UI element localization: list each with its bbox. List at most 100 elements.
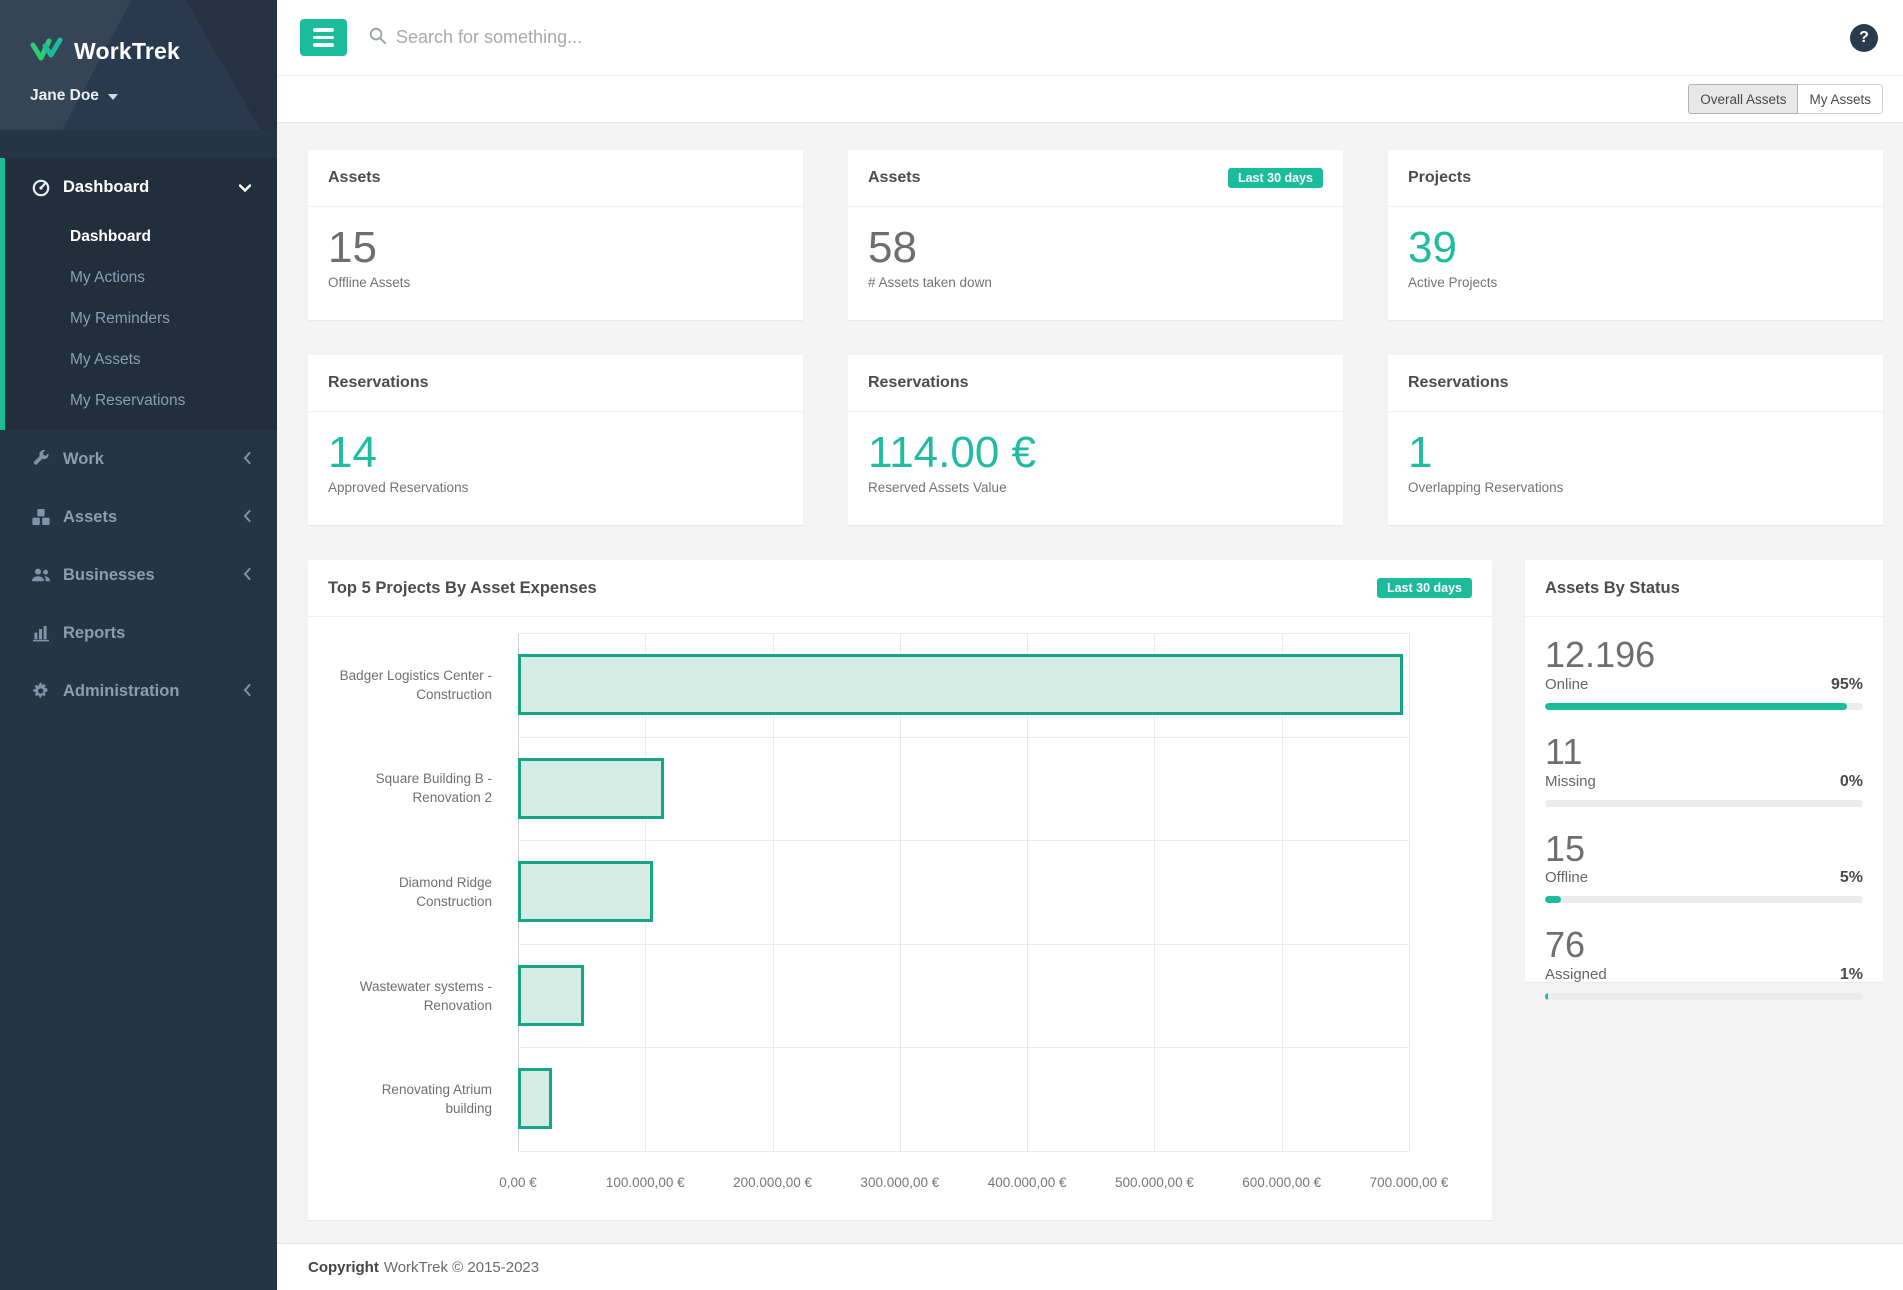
stat-card-reserved-assets-value: Reservations 114.00 € Reserved Assets Val…: [848, 355, 1343, 525]
sidebar-item-work[interactable]: Work: [0, 430, 277, 488]
sidebar-item-businesses[interactable]: Businesses: [0, 546, 277, 604]
sidebar-sub-label: My Assets: [70, 350, 141, 368]
sidebar-item-my-actions[interactable]: My Actions: [5, 257, 277, 298]
brand-area: WorkTrek Jane Doe: [0, 0, 277, 130]
sidebar-item-label: Businesses: [63, 565, 155, 584]
my-assets-button[interactable]: My Assets: [1797, 84, 1883, 114]
gridline: [899, 633, 901, 1151]
sidebar-toggle-button[interactable]: [300, 19, 347, 56]
card-title: Reservations: [1408, 374, 1509, 391]
search-input[interactable]: [396, 27, 1036, 48]
status-count: 11: [1545, 730, 1583, 772]
worktrek-logo-icon: [30, 36, 64, 67]
sidebar-item-label: Administration: [63, 681, 180, 700]
status-label: Online: [1545, 675, 1589, 693]
x-axis-tick-label: 300.000,00 €: [860, 1175, 940, 1190]
sidebar-item-dashboard-sub[interactable]: Dashboard: [5, 216, 277, 257]
last-30-days-badge: Last 30 days: [1227, 167, 1323, 189]
user-menu[interactable]: Jane Doe: [30, 87, 277, 105]
sidebar-item-my-reservations[interactable]: My Reservations: [5, 380, 277, 421]
status-panel-title: Assets By Status: [1545, 578, 1680, 597]
brand-name: WorkTrek: [74, 38, 180, 64]
chart-y-labels: Badger Logistics Center - Construction Sq…: [308, 633, 505, 1151]
y-axis-label: Badger Logistics Center - Construction: [339, 667, 492, 702]
sidebar-item-dashboard[interactable]: Dashboard: [5, 158, 277, 216]
chart-plot-area: [518, 633, 1410, 1152]
card-label: # Assets taken down: [868, 275, 992, 291]
card-value: 1: [1408, 428, 1433, 477]
row-gridline: [518, 1047, 1409, 1049]
card-title: Assets: [868, 169, 921, 186]
status-label: Assigned: [1545, 966, 1607, 984]
sidebar-item-administration[interactable]: Administration: [0, 662, 277, 720]
row-gridline: [518, 1151, 1409, 1152]
footer-text: WorkTrek © 2015-2023: [383, 1258, 540, 1276]
user-name: Jane Doe: [30, 87, 99, 104]
card-label: Active Projects: [1408, 275, 1498, 291]
sidebar-item-reports[interactable]: Reports: [0, 604, 277, 662]
sidebar-item-assets[interactable]: Assets: [0, 488, 277, 546]
chart-bar: [518, 1068, 553, 1130]
status-count: 76: [1545, 924, 1586, 966]
status-percent: 1%: [1839, 966, 1863, 984]
gridline: [772, 633, 774, 1151]
card-value: 14: [328, 428, 377, 477]
chevron-left-icon: [243, 566, 251, 585]
stat-card-overlapping-reservations: Reservations 1 Overlapping Reservations: [1388, 355, 1883, 525]
assets-by-status-panel: Assets By Status 12.196 Online 95% 11 Mis…: [1525, 560, 1883, 1001]
sidebar-nav: Dashboard Dashboard My Actions My Remind…: [0, 158, 277, 720]
status-row-missing: 11 Missing 0%: [1545, 730, 1863, 807]
bottom-row: Top 5 Projects By Asset Expenses Last 30…: [308, 560, 1883, 1220]
y-axis-label: Renovating Atrium building: [381, 1082, 492, 1117]
card-title: Assets: [328, 169, 381, 186]
status-percent: 0%: [1839, 772, 1863, 790]
progress-bar: [1545, 702, 1863, 710]
stat-card-active-projects: Projects 39 Active Projects: [1388, 150, 1883, 320]
gauge-icon: [31, 177, 51, 197]
chart-bar: [518, 964, 585, 1026]
topbar: ?: [277, 0, 1903, 76]
wrench-icon: [31, 449, 51, 469]
search-box: [368, 26, 1850, 50]
status-label: Offline: [1545, 869, 1589, 887]
chevron-left-icon: [243, 508, 251, 527]
status-row-offline: 15 Offline 5%: [1545, 829, 1863, 904]
top-projects-chart-panel: Top 5 Projects By Asset Expenses Last 30…: [308, 560, 1492, 1220]
x-axis-tick-label: 100.000,00 €: [605, 1175, 685, 1190]
help-button[interactable]: ?: [1850, 23, 1878, 52]
sidebar-item-my-reminders[interactable]: My Reminders: [5, 298, 277, 339]
stat-cards: Assets 15 Offline Assets Assets Last 30 da…: [308, 150, 1883, 525]
last-30-days-badge: Last 30 days: [1376, 577, 1472, 599]
stat-card-offline-assets: Assets 15 Offline Assets: [308, 150, 803, 320]
card-title: Reservations: [328, 374, 429, 391]
gridline: [1281, 633, 1283, 1151]
progress-bar: [1545, 799, 1863, 807]
chart-title: Top 5 Projects By Asset Expenses: [328, 578, 597, 597]
chevron-left-icon: [243, 682, 251, 701]
stat-card-assets-taken-down: Assets Last 30 days 58 # Assets taken down: [848, 150, 1343, 320]
card-label: Reserved Assets Value: [868, 480, 1007, 496]
stat-card-approved-reservations: Reservations 14 Approved Reservations: [308, 355, 803, 525]
sidebar-item-my-assets[interactable]: My Assets: [5, 339, 277, 380]
y-axis-label: Square Building B - Renovation 2: [375, 771, 492, 806]
sidebar-item-label: Dashboard: [63, 177, 150, 196]
gridline: [1409, 633, 1410, 1151]
gear-icon: [31, 681, 51, 701]
status-row-online: 12.196 Online 95%: [1545, 636, 1863, 710]
gridline: [1154, 633, 1156, 1151]
overall-assets-button[interactable]: Overall Assets: [1688, 84, 1799, 114]
dashboard-content: Assets 15 Offline Assets Assets Last 30 da…: [277, 123, 1903, 1220]
sidebar-item-label: Work: [63, 449, 104, 468]
chart-bar: [518, 757, 665, 819]
row-gridline: [518, 840, 1409, 842]
view-toggle-bar: Overall Assets My Assets: [277, 76, 1903, 123]
footer: Copyright WorkTrek © 2015-2023: [277, 1243, 1903, 1290]
row-gridline: [518, 736, 1409, 738]
x-axis-tick-label: 700.000,00 €: [1369, 1175, 1449, 1190]
x-axis-tick-label: 600.000,00 €: [1242, 1175, 1322, 1190]
card-value: 15: [328, 223, 377, 272]
chart-bar: [518, 861, 653, 923]
brand: WorkTrek: [30, 36, 277, 67]
cubes-icon: [31, 507, 51, 527]
